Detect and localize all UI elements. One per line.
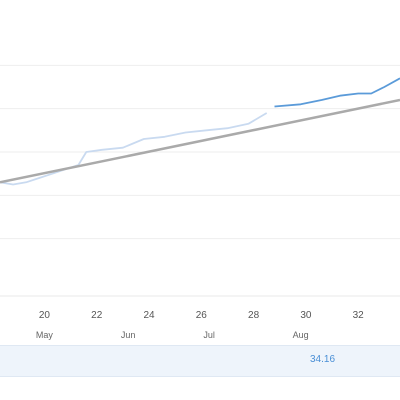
x-tick-label: 24	[143, 310, 155, 321]
series-lines	[0, 77, 400, 186]
x-axis-month-labels: May Jun Jul Aug	[36, 330, 309, 340]
month-label: Jul	[203, 330, 215, 340]
footer-bar: 34.16	[0, 345, 400, 377]
x-tick-label: 20	[39, 310, 51, 321]
series-line-recent	[274, 77, 400, 108]
x-tick-label: 22	[91, 310, 103, 321]
footer-value: 34.16	[310, 354, 336, 365]
x-tick-label: 26	[196, 310, 208, 321]
x-axis-tick-labels: 1820222426283032	[39, 310, 365, 321]
month-label: Jun	[121, 330, 136, 340]
x-tick-label: 30	[300, 310, 312, 321]
series-line-history	[0, 112, 268, 186]
x-tick-label: 28	[248, 310, 260, 321]
series-line-trend	[0, 98, 400, 184]
month-label: Aug	[293, 330, 309, 340]
month-label: May	[36, 330, 54, 340]
x-tick-label: 32	[353, 310, 365, 321]
grid-lines	[0, 64, 400, 297]
